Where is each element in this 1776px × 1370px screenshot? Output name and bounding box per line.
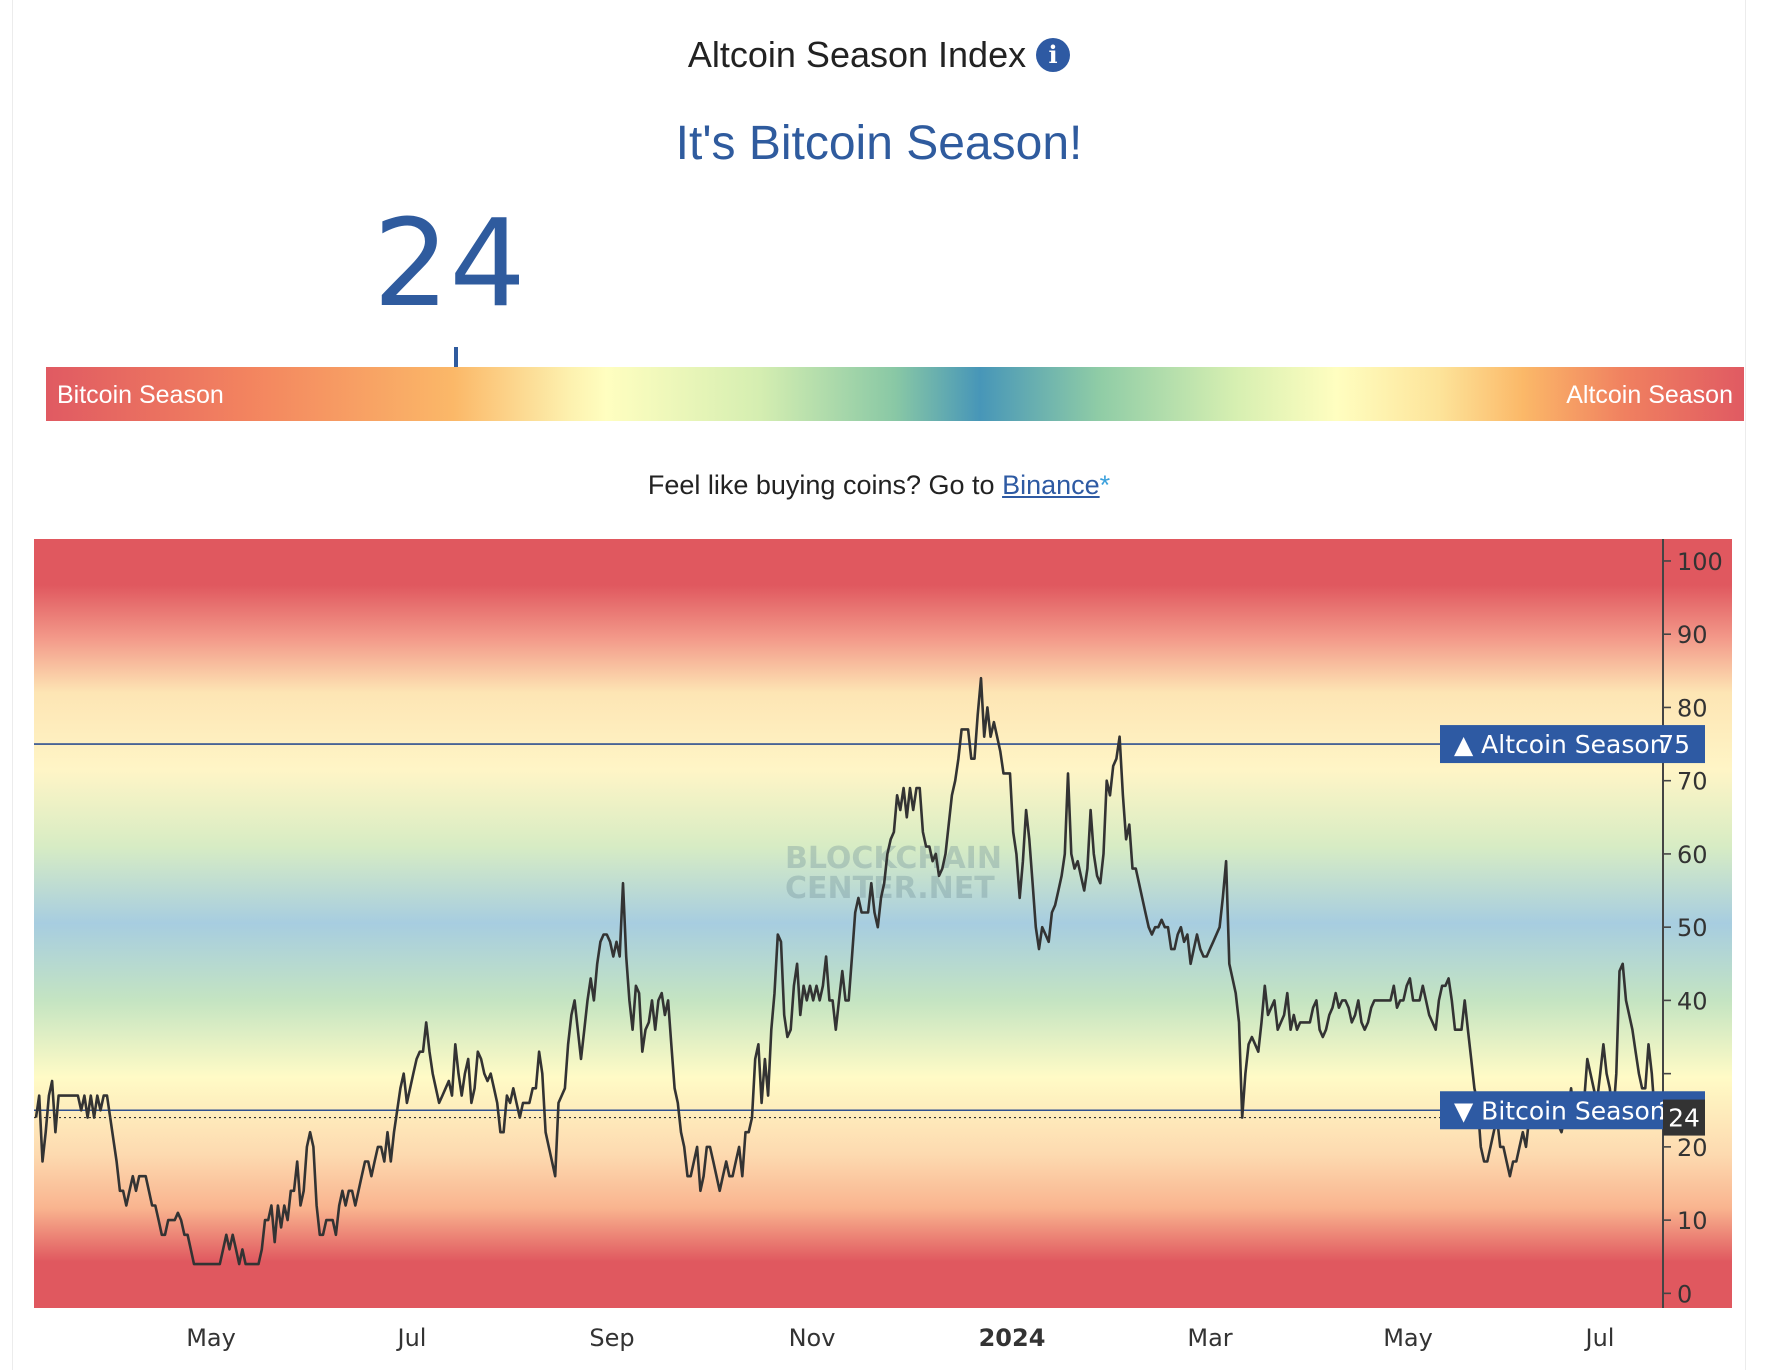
x-tick-label: Nov — [789, 1324, 836, 1352]
current-value-box — [1663, 1099, 1705, 1136]
y-tick-label: 80 — [1677, 694, 1708, 722]
x-tick-label: Jul — [396, 1324, 427, 1352]
promo-line: Feel like buying coins? Go to Binance* — [13, 470, 1745, 501]
reference-label-text: ▲ Altcoin Season — [1454, 730, 1666, 759]
gauge-left-label: Bitcoin Season — [57, 381, 224, 409]
chart-background — [34, 539, 1732, 1308]
index-value: 24 — [373, 195, 526, 334]
y-tick-label: 50 — [1677, 914, 1708, 942]
promo-text: Feel like buying coins? Go to — [647, 470, 995, 500]
y-tick-label: 60 — [1677, 841, 1708, 869]
title-row: Altcoin Season Index i — [13, 34, 1745, 76]
x-axis: May Jul Sep Nov 2024 Mar May Jul — [186, 1324, 1614, 1352]
y-tick-label: 90 — [1677, 621, 1708, 649]
x-tick-label: Mar — [1187, 1324, 1232, 1352]
reference-label-box — [1440, 1091, 1705, 1130]
watermark-text: CENTER.NET — [785, 871, 995, 906]
x-tick-label: Sep — [589, 1324, 634, 1352]
reference-label-text: ▼ Bitcoin Season — [1454, 1096, 1666, 1125]
info-icon[interactable]: i — [1036, 38, 1071, 72]
x-tick-label: May — [1383, 1324, 1433, 1352]
y-tick-label: 40 — [1677, 987, 1708, 1015]
page-title: Altcoin Season Index — [687, 34, 1027, 75]
y-axis: 0 10 20 40 50 60 70 80 90 100 — [1663, 548, 1723, 1308]
y-tick-label: 10 — [1677, 1207, 1708, 1235]
watermark-text: BLOCKCHAIN — [785, 841, 1002, 876]
binance-link[interactable]: Binance — [1002, 470, 1100, 500]
reference-label-box — [1440, 725, 1705, 764]
reference-value-label: 75 — [1658, 730, 1690, 759]
gauge-right-label: Altcoin Season — [1566, 381, 1733, 409]
y-tick-label: 20 — [1677, 1134, 1708, 1162]
season-gauge-bar: Bitcoin Season Altcoin Season — [46, 367, 1744, 421]
promo-asterisk: * — [1099, 470, 1111, 500]
season-status-heading: It's Bitcoin Season! — [675, 117, 1083, 170]
series-layer — [34, 676, 1657, 1266]
y-tick-label: 100 — [1677, 548, 1723, 576]
x-tick-label: 2024 — [979, 1324, 1046, 1352]
y-tick-label: 0 — [1677, 1280, 1692, 1308]
x-tick-label: Jul — [1584, 1324, 1615, 1352]
y-tick-label: 70 — [1677, 768, 1708, 796]
x-tick-label: May — [186, 1324, 236, 1352]
reference-lines — [34, 743, 1663, 1119]
current-value-label: 24 — [1668, 1104, 1700, 1133]
series-line — [34, 676, 1657, 1266]
